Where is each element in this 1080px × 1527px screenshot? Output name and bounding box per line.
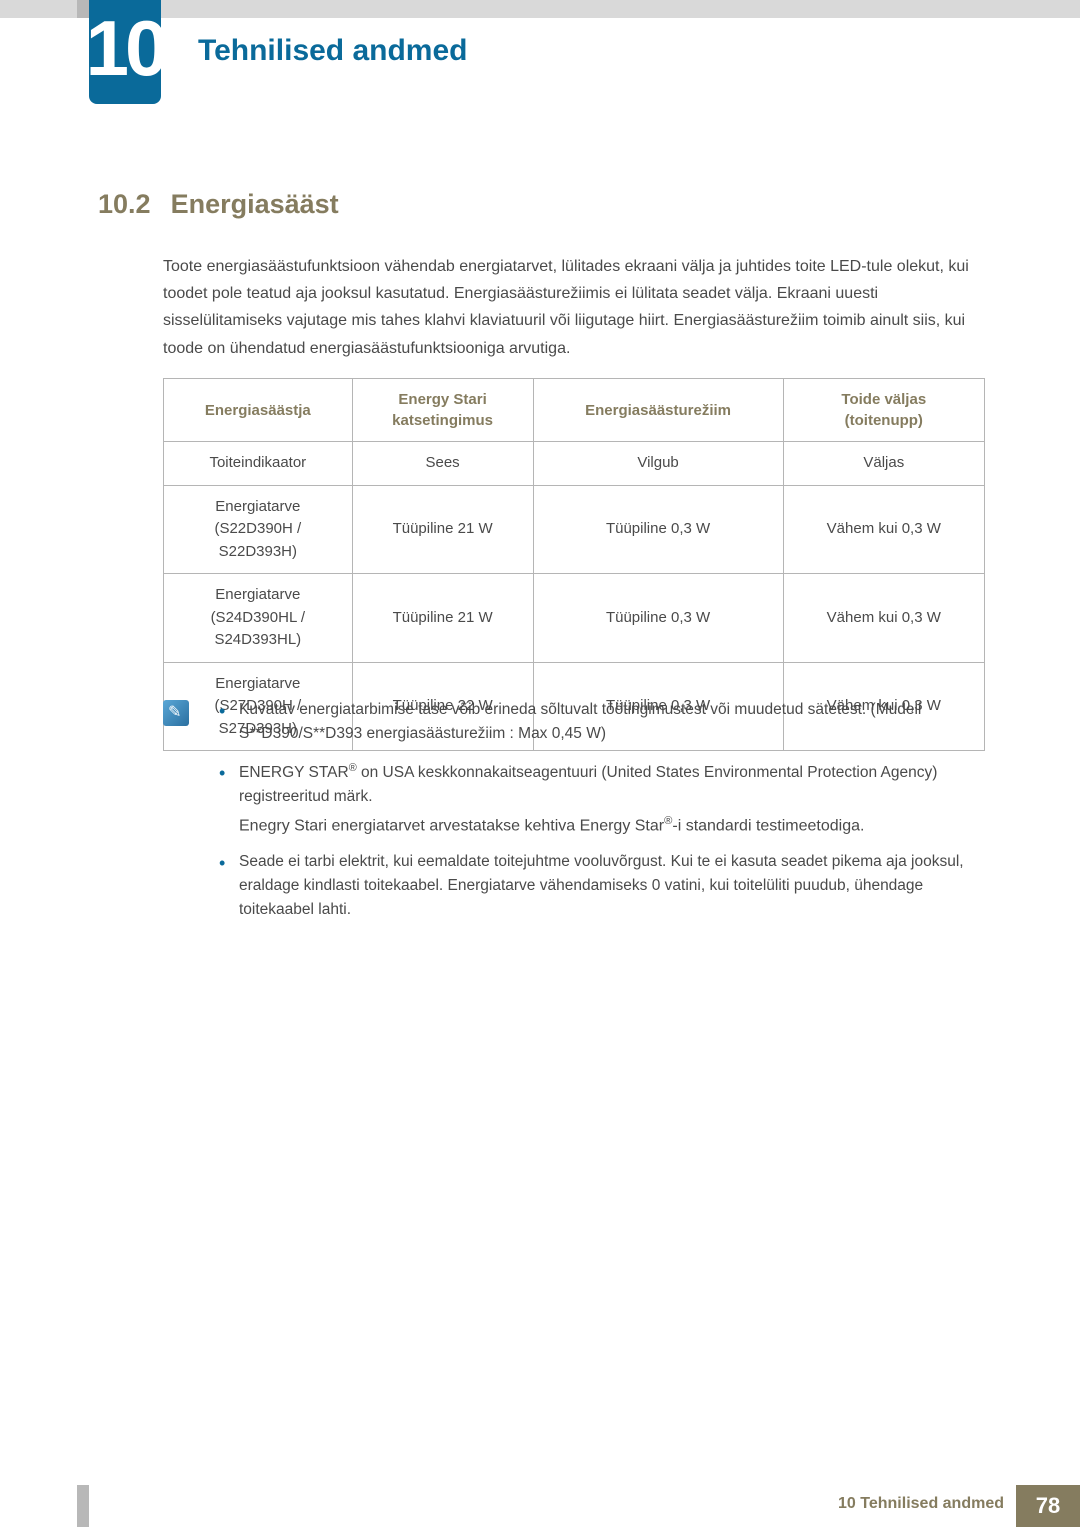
table-cell: Toiteindikaator (164, 442, 353, 486)
footer-label: 10 Tehnilised andmed (838, 1495, 1004, 1513)
table-row: Energiatarve(S22D390H /S22D393H) Tüüpili… (164, 485, 985, 574)
table-cell: Energiatarve(S24D390HL /S24D393HL) (164, 574, 353, 663)
table-row: Toiteindikaator Sees Vilgub Väljas (164, 442, 985, 486)
note-item: Seade ei tarbi elektrit, kui eemaldate t… (211, 850, 990, 922)
chapter-title: Tehnilised andmed (198, 34, 468, 68)
table-row: Energiatarve(S24D390HL /S24D393HL) Tüüpi… (164, 574, 985, 663)
table-cell: Vähem kui 0,3 W (783, 485, 984, 574)
table-header: Toide väljas(toitenupp) (783, 379, 984, 442)
section-heading: 10.2 Energiasääst (98, 189, 339, 220)
note-icon (163, 700, 189, 726)
table-cell: Vilgub (533, 442, 783, 486)
table-cell: Tüüpiline 0,3 W (533, 485, 783, 574)
chapter-number-badge: 10 (89, 0, 161, 104)
note-list: Kuvatav energiatarbimise tase võib erine… (211, 698, 990, 809)
note-content: Kuvatav energiatarbimise tase võib erine… (211, 698, 990, 936)
table-header: Energiasäästja (164, 379, 353, 442)
table-cell: Tüüpiline 0,3 W (533, 574, 783, 663)
table-header: Energiasäästurežiim (533, 379, 783, 442)
section-number: 10.2 (98, 189, 151, 220)
table-cell: Väljas (783, 442, 984, 486)
table-header: Energy Starikatsetingimus (352, 379, 533, 442)
note-item: ENERGY STAR® on USA keskkonnakaitseagent… (211, 760, 990, 809)
footer-stripe (77, 1485, 89, 1527)
note-item: Kuvatav energiatarbimise tase võib erine… (211, 698, 990, 746)
section-title: Energiasääst (171, 189, 339, 220)
note-list: Seade ei tarbi elektrit, kui eemaldate t… (211, 850, 990, 922)
table-cell: Energiatarve(S22D390H /S22D393H) (164, 485, 353, 574)
table-cell: Vähem kui 0,3 W (783, 574, 984, 663)
note-block: Kuvatav energiatarbimise tase võib erine… (163, 698, 990, 936)
table-cell: Sees (352, 442, 533, 486)
energy-table: Energiasäästja Energy Starikatsetingimus… (163, 378, 985, 751)
chapter-number: 10 (86, 9, 165, 87)
table-cell: Tüüpiline 21 W (352, 485, 533, 574)
table-cell: Tüüpiline 21 W (352, 574, 533, 663)
footer: 10 Tehnilised andmed 78 (0, 1485, 1080, 1527)
note-subtext: Enegry Stari energiatarvet arvestatakse … (211, 815, 990, 835)
table-header-row: Energiasäästja Energy Starikatsetingimus… (164, 379, 985, 442)
footer-page-number: 78 (1016, 1485, 1080, 1527)
section-body: Toote energiasäästufunktsioon vähendab e… (163, 253, 990, 362)
